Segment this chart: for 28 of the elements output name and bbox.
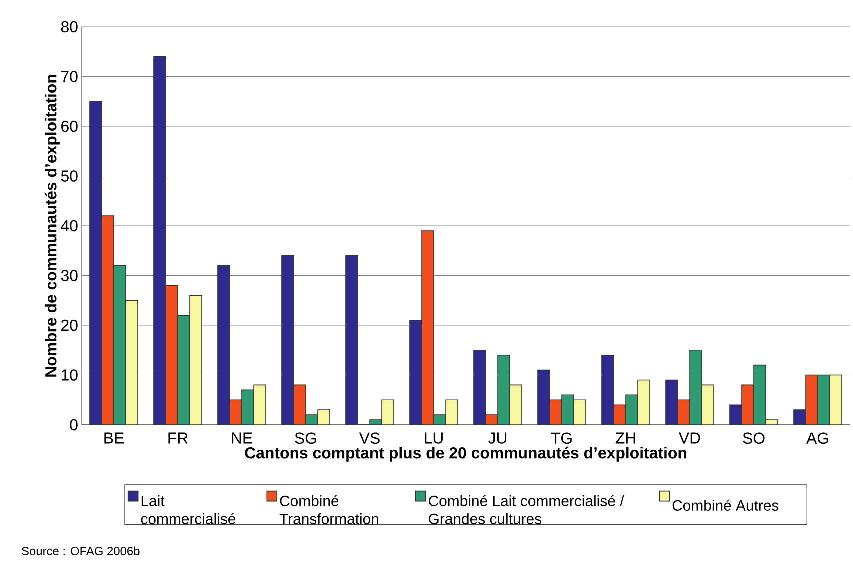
x-tick-label: SO: [743, 432, 765, 444]
y-tick-label: 80: [61, 21, 78, 33]
source-note: Source : OFAG 2006b: [22, 546, 140, 556]
legend-label: Combiné Lait commercialisé / Grandes cultures: [429, 495, 624, 524]
x-tick-label: ZH: [616, 432, 636, 444]
x-tick-label: LU: [425, 432, 443, 444]
x-tick-label: TG: [551, 432, 572, 444]
x-axis-title: Cantons comptant plus de 20 communautés d’exploitation: [245, 446, 686, 462]
legend-label: Combiné Transformation: [280, 495, 378, 524]
y-tick-label: 70: [62, 71, 78, 82]
y-tick-label: 30: [61, 270, 78, 282]
x-tick-label: VS: [359, 432, 380, 444]
x-tick-label: FR: [168, 432, 188, 444]
y-tick-label: 60: [62, 120, 78, 132]
x-tick-label: JU: [488, 432, 507, 444]
y-tick-label: 40: [61, 220, 78, 232]
legend-label: Combiné Autres: [672, 500, 779, 511]
x-tick-label: SG: [295, 432, 316, 444]
y-axis-title: Nombre de communautés d’exploitation: [44, 75, 60, 377]
y-tick-label: 20: [62, 320, 78, 332]
x-tick-label: NE: [232, 432, 252, 444]
legend-label: Lait commercialisé: [141, 496, 236, 524]
y-tick-label: 50: [61, 170, 78, 182]
x-tick-label: AG: [806, 432, 828, 444]
x-tick-label: BE: [104, 432, 124, 444]
y-tick-label: 10: [62, 370, 78, 381]
y-tick-label: 0: [70, 419, 78, 431]
x-tick-label: VD: [679, 432, 700, 444]
